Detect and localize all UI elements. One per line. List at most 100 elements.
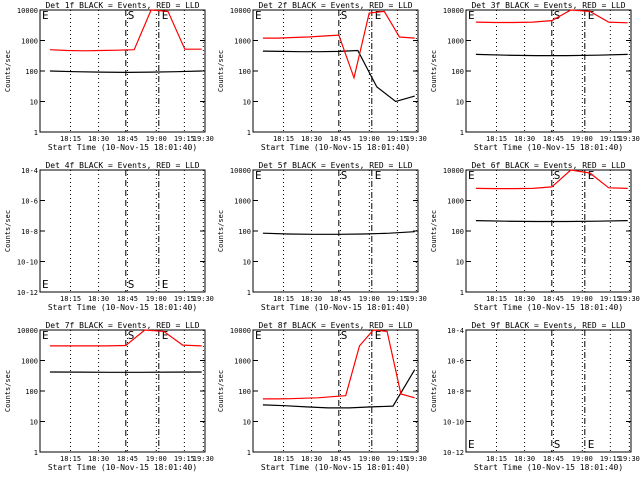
y-tick-label: 10-12 bbox=[17, 289, 38, 297]
x-tick-label: 18:30 bbox=[301, 295, 322, 303]
x-tick-label: 18:15 bbox=[486, 295, 507, 303]
x-tick-label: 18:30 bbox=[88, 455, 109, 463]
x-tick-label: 19:00 bbox=[359, 295, 380, 303]
x-tick-label: 18:15 bbox=[273, 295, 294, 303]
x-tick-label: 18:30 bbox=[88, 295, 109, 303]
x-tick-label: 19:00 bbox=[146, 135, 167, 143]
x-tick-label: 18:30 bbox=[514, 135, 535, 143]
x-axis-label: Start Time (10-Nov-15 18:01:40) bbox=[261, 463, 410, 472]
y-tick-label: 10 bbox=[243, 99, 251, 107]
series-line-lld bbox=[475, 9, 628, 24]
x-axis-label: Start Time (10-Nov-15 18:01:40) bbox=[261, 303, 410, 312]
x-axis-label: Start Time (10-Nov-15 18:01:40) bbox=[261, 143, 410, 152]
y-tick-label: 1 bbox=[34, 129, 38, 137]
y-tick-label: 10-10 bbox=[443, 419, 464, 427]
x-tick-label: 19:00 bbox=[359, 135, 380, 143]
y-tick-label: 1 bbox=[34, 449, 38, 457]
x-tick-label: 19:30 bbox=[193, 295, 214, 303]
y-tick-label: 10000 bbox=[443, 7, 464, 15]
y-tick-label: 1000 bbox=[234, 358, 251, 366]
x-tick-label: 19:15 bbox=[387, 295, 408, 303]
y-tick-label: 10000 bbox=[230, 327, 251, 335]
chart-panel-7: Det 7f BLACK = Events, RED = LLD Counts/s… bbox=[4, 321, 214, 472]
y-tick-label: 1000 bbox=[21, 38, 38, 46]
x-tick-label: 18:30 bbox=[88, 135, 109, 143]
series-line-lld bbox=[475, 169, 628, 190]
x-tick-label: 18:30 bbox=[514, 455, 535, 463]
y-axis-label: Counts/sec bbox=[4, 50, 12, 92]
series-line-lld bbox=[262, 10, 415, 80]
x-tick-label: 19:15 bbox=[174, 455, 195, 463]
x-tick-label: 18:45 bbox=[543, 295, 564, 303]
series-line-events bbox=[49, 70, 202, 74]
chart-title: Det 4f BLACK = Events, RED = LLD bbox=[45, 161, 199, 170]
y-tick-label: 1 bbox=[247, 449, 251, 457]
chart-title: Det 6f BLACK = Events, RED = LLD bbox=[471, 161, 625, 170]
end-marker-label: E bbox=[375, 169, 382, 182]
end-marker-label: E bbox=[375, 329, 382, 342]
x-tick-label: 19:15 bbox=[174, 295, 195, 303]
series-line-lld bbox=[49, 9, 202, 52]
chart-title: Det 2f BLACK = Events, RED = LLD bbox=[258, 1, 412, 10]
y-tick-label: 10000 bbox=[443, 167, 464, 175]
edge-marker-label: E bbox=[468, 438, 475, 451]
y-tick-label: 10-8 bbox=[21, 228, 38, 236]
chart-panel-1: Det 1f BLACK = Events, RED = LLD Counts/s… bbox=[4, 1, 214, 152]
x-tick-label: 19:00 bbox=[146, 455, 167, 463]
edge-marker-label: E bbox=[468, 9, 475, 22]
plot-frame bbox=[252, 9, 419, 133]
chart-panel-4: Det 4f BLACK = Events, RED = LLD Counts/s… bbox=[4, 161, 214, 312]
plot-frame bbox=[465, 9, 632, 133]
end-marker-label: E bbox=[162, 329, 169, 342]
y-tick-label: 1000 bbox=[447, 198, 464, 206]
y-tick-label: 10 bbox=[30, 99, 38, 107]
x-tick-label: 18:45 bbox=[330, 455, 351, 463]
series-line-lld bbox=[262, 329, 415, 400]
x-tick-label: 19:30 bbox=[193, 455, 214, 463]
y-tick-label: 10-6 bbox=[21, 198, 38, 206]
y-tick-label: 10-4 bbox=[21, 167, 38, 175]
x-tick-label: 18:45 bbox=[543, 455, 564, 463]
edge-marker-label: E bbox=[42, 9, 49, 22]
chart-title: Det 5f BLACK = Events, RED = LLD bbox=[258, 161, 412, 170]
x-tick-label: 18:15 bbox=[273, 135, 294, 143]
end-marker-label: E bbox=[162, 278, 169, 291]
series-line-events bbox=[475, 220, 628, 223]
start-marker-label: S bbox=[341, 329, 348, 342]
x-tick-label: 18:15 bbox=[60, 135, 81, 143]
edge-marker-label: E bbox=[255, 9, 262, 22]
y-tick-label: 100 bbox=[238, 68, 251, 76]
plot-frame bbox=[252, 169, 419, 293]
chart-panel-6: Det 6f BLACK = Events, RED = LLD Counts/s… bbox=[430, 161, 640, 312]
x-tick-label: 18:15 bbox=[60, 455, 81, 463]
x-tick-label: 19:30 bbox=[619, 455, 640, 463]
y-tick-label: 100 bbox=[25, 68, 38, 76]
y-tick-label: 10-8 bbox=[447, 388, 464, 396]
y-tick-label: 10 bbox=[243, 259, 251, 267]
x-tick-label: 18:15 bbox=[273, 455, 294, 463]
x-axis-label: Start Time (10-Nov-15 18:01:40) bbox=[48, 303, 197, 312]
chart-title: Det 1f BLACK = Events, RED = LLD bbox=[45, 1, 199, 10]
plot-frame bbox=[252, 329, 419, 453]
start-marker-label: S bbox=[341, 9, 348, 22]
y-tick-label: 10-6 bbox=[447, 358, 464, 366]
y-tick-label: 1000 bbox=[447, 38, 464, 46]
y-tick-label: 100 bbox=[25, 388, 38, 396]
x-tick-label: 18:15 bbox=[60, 295, 81, 303]
y-tick-label: 1000 bbox=[21, 358, 38, 366]
x-tick-label: 18:45 bbox=[543, 135, 564, 143]
x-tick-label: 19:15 bbox=[600, 135, 621, 143]
x-tick-label: 18:45 bbox=[117, 295, 138, 303]
y-tick-label: 10 bbox=[456, 259, 464, 267]
x-tick-label: 19:00 bbox=[146, 295, 167, 303]
chart-panel-2: Det 2f BLACK = Events, RED = LLD Counts/s… bbox=[217, 1, 427, 152]
x-tick-label: 18:30 bbox=[301, 135, 322, 143]
x-axis-label: Start Time (10-Nov-15 18:01:40) bbox=[48, 143, 197, 152]
start-marker-label: S bbox=[554, 169, 561, 182]
y-tick-label: 1000 bbox=[234, 198, 251, 206]
series-line-events bbox=[475, 53, 628, 57]
y-tick-label: 100 bbox=[238, 228, 251, 236]
y-tick-label: 10000 bbox=[17, 7, 38, 15]
x-tick-label: 19:00 bbox=[572, 135, 593, 143]
x-tick-label: 19:15 bbox=[174, 135, 195, 143]
